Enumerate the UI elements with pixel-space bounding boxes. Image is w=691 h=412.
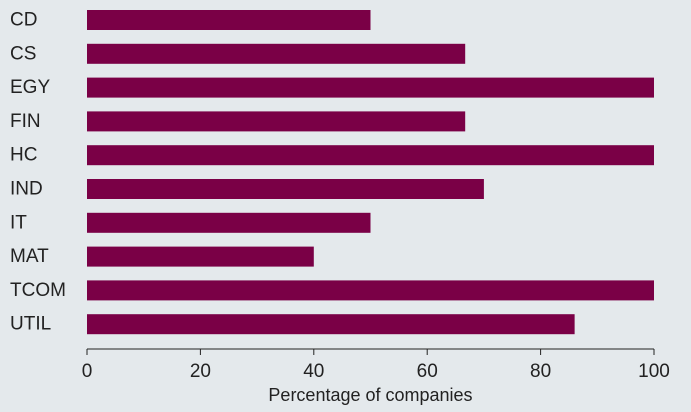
- category-label-cd: CD: [10, 10, 37, 31]
- category-labels: CD CS EGY FIN HC IND IT MAT TCOM UTIL: [10, 10, 66, 335]
- bar-cd: [87, 10, 371, 30]
- category-label-mat: MAT: [10, 246, 49, 267]
- x-tick-label-80: 80: [530, 361, 551, 382]
- bar-fin: [87, 111, 466, 132]
- bar-mat: [87, 246, 314, 267]
- category-label-egy: EGY: [10, 77, 50, 98]
- bar-util: [87, 314, 575, 335]
- category-label-it: IT: [10, 212, 27, 233]
- x-tick-label-40: 40: [303, 361, 324, 382]
- x-tick-label-60: 60: [417, 361, 438, 382]
- category-label-util: UTIL: [10, 314, 51, 335]
- bar-ind: [87, 179, 484, 199]
- x-tick-label-20: 20: [190, 361, 211, 382]
- bar-it: [87, 212, 371, 233]
- category-label-ind: IND: [10, 179, 43, 200]
- bar-egy: [87, 77, 654, 98]
- bars: [87, 10, 654, 335]
- x-axis-title: Percentage of companies: [268, 385, 472, 405]
- category-label-cs: CS: [10, 43, 36, 64]
- bar-cs: [87, 43, 466, 64]
- category-label-tcom: TCOM: [10, 280, 66, 301]
- x-tick-label-0: 0: [82, 361, 93, 382]
- bar-tcom: [87, 280, 654, 301]
- bar-hc: [87, 145, 654, 166]
- category-label-fin: FIN: [10, 111, 41, 132]
- x-axis-ticks: 0 20 40 60 80 100: [82, 349, 670, 382]
- category-label-hc: HC: [10, 145, 37, 166]
- x-tick-label-100: 100: [638, 361, 670, 382]
